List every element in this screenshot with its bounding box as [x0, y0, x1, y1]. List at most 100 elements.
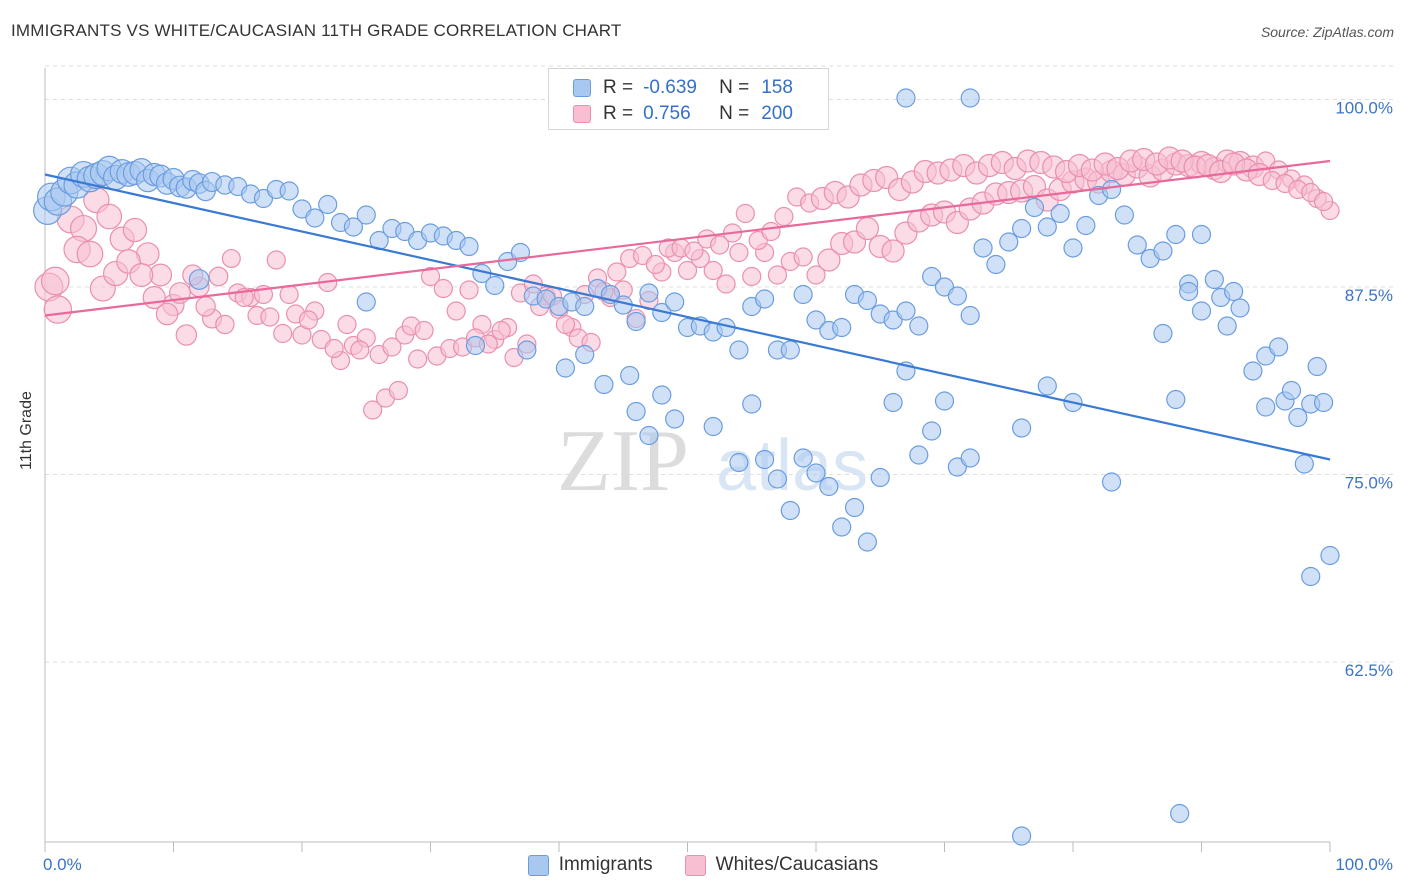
point-blue [1127, 235, 1147, 255]
n-value: 158 [761, 77, 793, 98]
point-blue [703, 416, 723, 437]
point-blue [356, 292, 376, 312]
y-axis-label: 11th Grade [18, 391, 35, 470]
point-pink [703, 260, 723, 281]
point-blue [1268, 337, 1289, 357]
point-pink [806, 265, 826, 285]
point-blue [594, 374, 614, 395]
legend-label-whites: Whites/Caucasians [715, 854, 879, 875]
legend-swatch-immigrants [527, 854, 549, 876]
point-pink [76, 240, 104, 268]
point-blue [729, 452, 749, 473]
n-label: N = [719, 77, 750, 98]
point-blue [960, 448, 980, 468]
point-blue [1243, 361, 1263, 381]
point-blue [1224, 281, 1244, 302]
point-pink [677, 260, 698, 281]
point-blue [575, 344, 595, 365]
watermark-zip: ZIP [557, 413, 689, 510]
point-pink [1313, 191, 1334, 212]
point-blue [665, 292, 685, 312]
point-pink [382, 337, 402, 357]
point-blue [626, 311, 646, 332]
point-pink [491, 320, 511, 341]
point-pink [761, 221, 781, 242]
point-blue [1179, 281, 1199, 302]
point-pink [298, 310, 319, 330]
point-pink [767, 265, 788, 285]
point-blue [1037, 376, 1057, 396]
point-blue [575, 296, 595, 317]
point-blue [857, 290, 878, 311]
y-tick-label: 62.5% [1345, 661, 1393, 680]
point-blue [1320, 545, 1340, 566]
point-pink [129, 263, 154, 287]
point-blue [960, 88, 980, 108]
point-blue [754, 449, 775, 470]
point-blue [1288, 407, 1308, 428]
point-blue [819, 476, 839, 497]
point-pink [260, 307, 280, 327]
point-pink [446, 301, 466, 321]
point-blue [742, 394, 762, 414]
point-blue [844, 497, 865, 518]
point-blue [754, 289, 775, 309]
point-blue [896, 301, 916, 321]
point-blue [1011, 418, 1032, 438]
point-pink [414, 320, 434, 341]
point-blue [883, 392, 903, 413]
point-blue [1063, 238, 1083, 258]
x-tick-label: 100.0% [1335, 855, 1393, 874]
point-pink [408, 349, 428, 369]
point-blue [1050, 203, 1070, 224]
point-pink [555, 314, 576, 335]
point-pink [96, 203, 123, 230]
point-blue [780, 500, 800, 521]
point-pink [881, 239, 905, 263]
point-pink [215, 314, 235, 335]
point-pink [195, 296, 216, 317]
stats-row-immigrants: R = -0.639 N = 158 [573, 77, 793, 99]
source-label: Source: ZipAtlas.com [1260, 24, 1394, 40]
point-pink [221, 248, 241, 269]
trend-line-whites [44, 159, 1331, 317]
chart-title: IMMIGRANTS VS WHITE/CAUCASIAN 11TH GRADE… [11, 21, 622, 40]
point-blue [780, 340, 800, 360]
point-blue [1101, 472, 1122, 492]
point-blue [626, 401, 646, 422]
point-blue [870, 467, 890, 488]
point-blue [1281, 380, 1302, 401]
point-blue [1011, 218, 1032, 239]
legend-swatch-whites [684, 854, 706, 876]
point-pink [607, 262, 627, 282]
point-pink [279, 284, 299, 305]
point-blue [279, 181, 299, 201]
point-pink [43, 295, 73, 324]
point-blue [922, 421, 942, 441]
n-value: 200 [761, 103, 793, 124]
point-blue [1191, 301, 1212, 321]
point-blue [1256, 397, 1276, 417]
point-blue [922, 266, 942, 287]
stats-legend: R = -0.639 N = 158 R = 0.756 N = 200 [548, 68, 829, 130]
legend-item-immigrants[interactable]: Immigrants [527, 854, 653, 876]
stats-row-whites: R = 0.756 N = 200 [573, 103, 793, 125]
legend-swatch-immigrants [573, 79, 591, 97]
point-blue [832, 517, 852, 537]
point-pink [122, 217, 148, 243]
point-pink [40, 266, 70, 296]
point-blue [1294, 454, 1314, 474]
point-blue [1301, 566, 1321, 587]
point-pink [420, 266, 441, 287]
point-blue [318, 194, 338, 215]
point-pink [363, 400, 383, 420]
trend-lines [44, 159, 1331, 461]
legend-swatch-whites [573, 105, 591, 123]
y-tick-label: 87.5% [1345, 286, 1393, 305]
legend-item-whites[interactable]: Whites/Caucasians [684, 854, 879, 876]
trend-line-immigrants [44, 173, 1331, 461]
legend-label-immigrants: Immigrants [558, 854, 653, 875]
point-pink [324, 338, 344, 359]
point-pink [155, 302, 179, 326]
